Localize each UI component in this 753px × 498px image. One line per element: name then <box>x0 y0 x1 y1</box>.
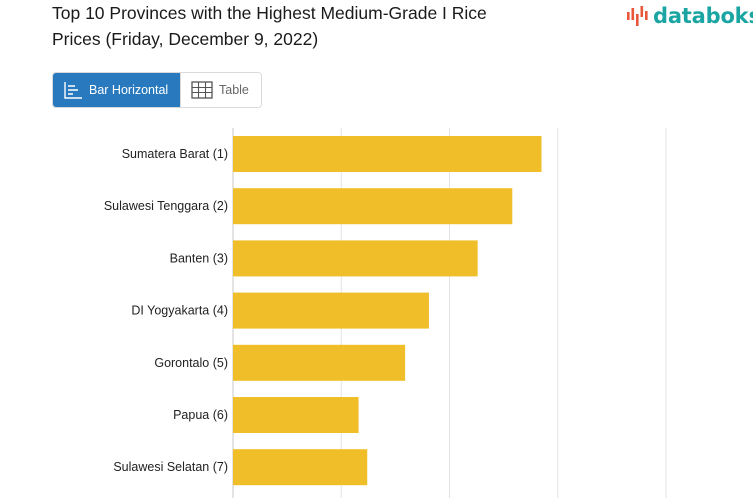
table-label: Table <box>219 83 249 97</box>
bar[interactable] <box>233 240 478 277</box>
chart-title-line-2: Prices (Friday, December 9, 2022) <box>52 29 319 49</box>
bars <box>233 136 542 486</box>
bar-horizontal-tab[interactable]: Bar Horizontal <box>53 73 180 107</box>
bar[interactable] <box>233 136 542 172</box>
databoks-logo-text: databoks <box>653 4 753 28</box>
category-label: Sumatera Barat (1) <box>122 147 228 161</box>
category-label: Banten (3) <box>170 251 228 265</box>
bar-horizontal-label: Bar Horizontal <box>89 83 169 97</box>
view-toggle: Bar Horizontal Table <box>52 72 262 108</box>
bar[interactable] <box>233 397 359 433</box>
bar[interactable] <box>233 449 368 486</box>
category-label: Gorontalo (5) <box>154 356 228 370</box>
category-label: Papua (6) <box>173 408 228 422</box>
table-icon <box>191 81 213 99</box>
bar[interactable] <box>233 188 513 225</box>
databoks-logo-icon <box>627 6 648 26</box>
category-label: Sulawesi Tenggara (2) <box>104 199 228 213</box>
databoks-logo[interactable]: databoks <box>626 4 753 28</box>
category-labels: Sumatera Barat (1) Sulawesi Tenggara (2) B… <box>104 147 228 474</box>
table-tab[interactable]: Table <box>180 73 261 107</box>
bar-chart-icon <box>64 82 82 99</box>
category-label: DI Yogyakarta (4) <box>131 304 228 318</box>
bar[interactable] <box>233 292 429 329</box>
category-label: Sulawesi Selatan (7) <box>113 460 228 474</box>
chart-title: Top 10 Provinces with the Highest Medium… <box>52 0 572 52</box>
chart-title-line-1: Top 10 Provinces with the Highest Medium… <box>52 3 487 23</box>
bar[interactable] <box>233 344 406 381</box>
